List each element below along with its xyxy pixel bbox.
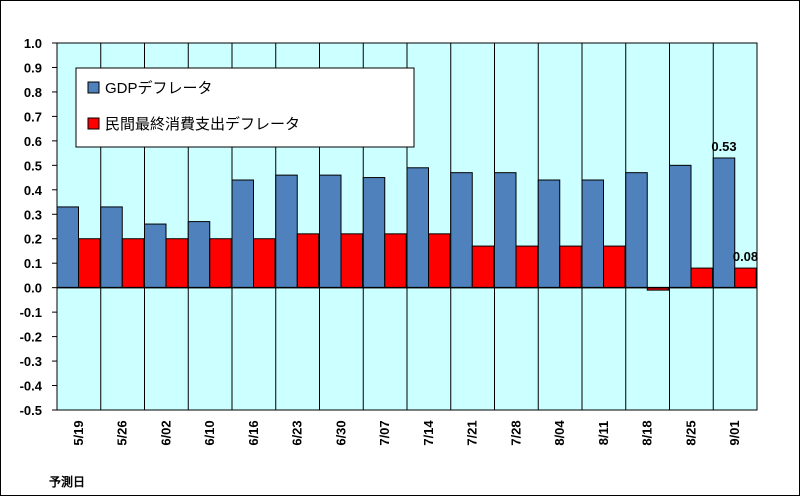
bar-gdp-deflator bbox=[625, 172, 648, 289]
legend-label-gdp: GDPデフレータ bbox=[105, 79, 213, 97]
y-tick-label: 0.4 bbox=[24, 183, 43, 198]
bar-pce-deflator bbox=[253, 238, 276, 289]
x-tick-label: 7/07 bbox=[377, 420, 392, 445]
bar-pce-deflator bbox=[734, 267, 757, 289]
bar-gdp-deflator bbox=[406, 167, 429, 289]
bar-gdp-deflator bbox=[231, 179, 254, 289]
bar-pce-deflator bbox=[559, 245, 582, 289]
y-tick-label: -0.3 bbox=[20, 354, 42, 369]
bar-gdp-deflator bbox=[669, 164, 692, 289]
data-label: 0.08 bbox=[733, 249, 758, 264]
x-tick-label: 5/19 bbox=[71, 420, 86, 445]
x-tick-label: 5/26 bbox=[115, 420, 130, 445]
y-tick-label: 0.0 bbox=[24, 281, 42, 296]
x-tick-label: 7/14 bbox=[421, 420, 436, 446]
bar-pce-deflator bbox=[78, 238, 101, 289]
bar-gdp-deflator bbox=[581, 179, 604, 289]
legend: GDPデフレータ 民間最終消費支出デフレータ bbox=[75, 67, 415, 148]
y-tick-label: 1.0 bbox=[24, 36, 42, 51]
y-tick-label: 0.8 bbox=[24, 85, 42, 100]
bar-pce-deflator bbox=[296, 233, 320, 289]
x-tick-label: 9/01 bbox=[727, 420, 742, 445]
y-tick-label: -0.5 bbox=[20, 403, 42, 418]
x-tick-label: 6/23 bbox=[290, 420, 305, 445]
bar-pce-deflator bbox=[384, 233, 407, 289]
bar-gdp-deflator bbox=[56, 206, 79, 289]
x-axis-title: 予測日 bbox=[49, 474, 85, 489]
y-tick-label: 0.1 bbox=[24, 256, 42, 271]
legend-label-pce: 民間最終消費支出デフレータ bbox=[105, 115, 300, 133]
x-tick-label: 6/02 bbox=[158, 420, 173, 445]
bar-gdp-deflator bbox=[712, 157, 736, 289]
x-tick-label: 6/30 bbox=[333, 420, 348, 445]
y-tick-label: -0.2 bbox=[20, 330, 42, 345]
y-tick-label: 0.5 bbox=[24, 158, 42, 173]
bar-pce-deflator bbox=[121, 238, 145, 289]
bar-pce-deflator bbox=[340, 233, 363, 289]
legend-frame bbox=[75, 67, 415, 148]
data-label: 0.53 bbox=[711, 139, 736, 154]
bar-gdp-deflator bbox=[144, 223, 167, 289]
y-tick-label: 0.7 bbox=[24, 109, 42, 124]
x-tick-label: 8/04 bbox=[552, 420, 567, 446]
y-tick-label: -0.4 bbox=[20, 379, 43, 394]
x-tick-label: 8/11 bbox=[596, 421, 611, 446]
bar-pce-deflator bbox=[690, 267, 713, 289]
bar-gdp-deflator bbox=[275, 174, 298, 289]
bar-gdp-deflator bbox=[537, 179, 561, 289]
bar-gdp-deflator bbox=[494, 172, 517, 289]
bar-pce-deflator bbox=[515, 245, 538, 289]
x-tick-label: 8/25 bbox=[683, 420, 698, 445]
x-tick-label: 7/21 bbox=[465, 420, 480, 445]
bar-pce-deflator bbox=[471, 245, 495, 289]
y-tick-label: 0.2 bbox=[24, 232, 42, 247]
y-tick-label: -0.1 bbox=[20, 305, 42, 320]
bar-pce-deflator bbox=[209, 238, 232, 289]
y-tick-label: 0.3 bbox=[24, 207, 42, 222]
x-tick-label: 8/18 bbox=[640, 420, 655, 445]
bar-gdp-deflator bbox=[187, 221, 211, 289]
y-tick-label: 0.9 bbox=[24, 60, 42, 75]
bar-pce-deflator bbox=[165, 238, 188, 289]
x-tick-label: 6/16 bbox=[246, 420, 261, 445]
bar-pce-deflator bbox=[603, 245, 626, 289]
y-tick-label: 0.6 bbox=[24, 134, 42, 149]
bar-pce-deflator bbox=[428, 233, 451, 289]
x-tick-label: 6/10 bbox=[202, 420, 217, 445]
legend-swatch-gdp bbox=[87, 81, 100, 94]
bar-gdp-deflator bbox=[100, 206, 123, 289]
bar-gdp-deflator bbox=[319, 174, 342, 289]
legend-swatch-pce bbox=[87, 117, 100, 130]
bar-gdp-deflator bbox=[450, 172, 473, 289]
bar-gdp-deflator bbox=[362, 177, 386, 289]
x-tick-label: 7/28 bbox=[508, 420, 523, 445]
